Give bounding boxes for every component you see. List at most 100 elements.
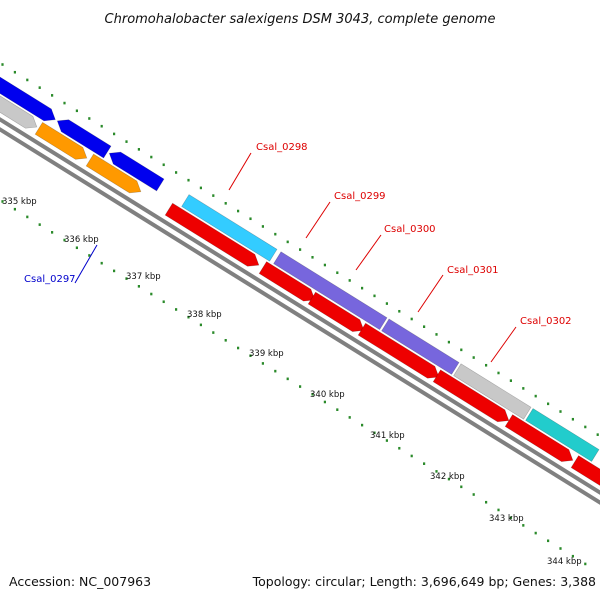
gene-cyan-csal-0298[interactable] [181,194,278,262]
tick-mark [237,346,240,350]
kbp-label-343: 343 kbp [489,514,524,524]
tick-mark [410,454,413,458]
label-leader-line [228,152,252,191]
gene-blue-upper-2[interactable] [56,119,112,159]
gene-red-2[interactable] [258,261,316,302]
tick-mark [150,292,153,296]
gene-gray-left[interactable] [0,90,38,129]
tick-mark [336,271,339,275]
gene-orange-2[interactable] [85,153,142,194]
gene-red-4[interactable] [357,322,440,379]
tick-mark [348,416,351,419]
tick-mark [398,446,401,450]
tick-mark [373,294,376,298]
tick-mark [509,516,512,519]
tick-mark [51,231,54,234]
label-leader-line [74,244,98,284]
map-title: Chromohalobacter salexigens DSM 3043, co… [105,12,496,27]
gene-teal-csal-0302[interactable] [525,408,600,462]
tick-mark [261,362,264,365]
tick-mark [559,547,562,550]
gene-red-1[interactable] [164,202,260,267]
tick-mark [26,215,29,219]
tick-mark [597,570,599,573]
tick-mark [38,223,41,226]
tick-mark [534,394,537,398]
gene-orange-1[interactable] [34,121,88,160]
tick-mark [1,200,4,203]
tick-mark [187,315,190,319]
kbp-label-340: 340 kbp [310,390,345,400]
tick-mark [385,439,388,442]
tick-mark [299,248,302,251]
tick-mark [373,431,376,435]
tick-mark [435,470,438,473]
gene-red-5[interactable] [432,369,510,423]
tick-mark [361,423,364,427]
gene-red-7[interactable] [570,455,600,495]
label-leader-line [490,326,517,363]
tick-mark [100,124,103,128]
tick-mark [497,508,500,512]
gene-blue-upper-3[interactable] [108,151,165,192]
tick-mark [385,302,388,305]
gene-label-csal-0297[interactable]: Csal_0297 [24,274,76,285]
tick-mark [596,433,599,436]
tick-mark [187,178,190,182]
tick-mark [162,300,165,304]
gene-red-3[interactable] [307,291,365,332]
tick-mark [137,148,140,151]
tick-mark [410,317,413,321]
tick-mark [13,207,16,211]
gene-label-csal-0301[interactable]: Csal_0301 [447,265,499,276]
label-leader-line [417,274,444,313]
tick-mark [571,554,574,558]
tick-mark [63,101,66,105]
tick-mark [286,377,289,381]
tick-mark [311,255,314,259]
tick-mark [199,323,202,327]
tick-mark [447,477,450,481]
tick-mark [534,531,537,535]
tick-mark [125,277,128,280]
tick-mark [88,254,91,257]
kbp-label-338: 338 kbp [187,310,222,320]
tick-mark [224,338,227,342]
tick-mark [547,402,550,406]
tick-row-inner [1,200,599,573]
tick-mark [423,325,426,328]
kbp-label-337: 337 kbp [126,272,161,282]
tick-mark [447,340,450,344]
tick-mark [522,387,525,390]
gene-purple-csal-0299[interactable] [273,251,388,331]
gene-label-csal-0300[interactable]: Csal_0300 [384,224,436,235]
tick-mark [113,269,116,273]
gene-label-csal-0299[interactable]: Csal_0299 [334,191,386,202]
kbp-label-336: 336 kbp [64,235,99,245]
tick-mark [38,86,41,89]
tick-mark [472,356,475,359]
gene-red-6[interactable] [504,414,574,462]
tick-mark [212,331,215,334]
tick-mark [100,261,103,265]
gene-blue-upper-1[interactable] [0,76,56,122]
tick-mark [249,354,252,358]
tick-mark [63,238,66,242]
tick-mark [522,524,525,527]
backbone-line-outer [0,117,600,495]
tick-mark [423,462,426,465]
gene-gray-csal-0301[interactable] [453,363,532,420]
gene-label-csal-0298[interactable]: Csal_0298 [256,142,308,153]
tick-mark [398,309,401,313]
tick-row-outer [1,63,599,436]
tick-mark [336,408,339,411]
gene-label-csal-0302[interactable]: Csal_0302 [520,316,572,327]
backbone-line-inner [0,127,600,505]
tick-mark [199,186,202,190]
tick-mark [286,240,289,244]
gene-purple-csal-0300[interactable] [381,318,460,375]
tick-mark [162,163,165,167]
tick-mark [559,410,562,413]
tick-mark [224,202,227,205]
tick-mark [88,117,91,120]
